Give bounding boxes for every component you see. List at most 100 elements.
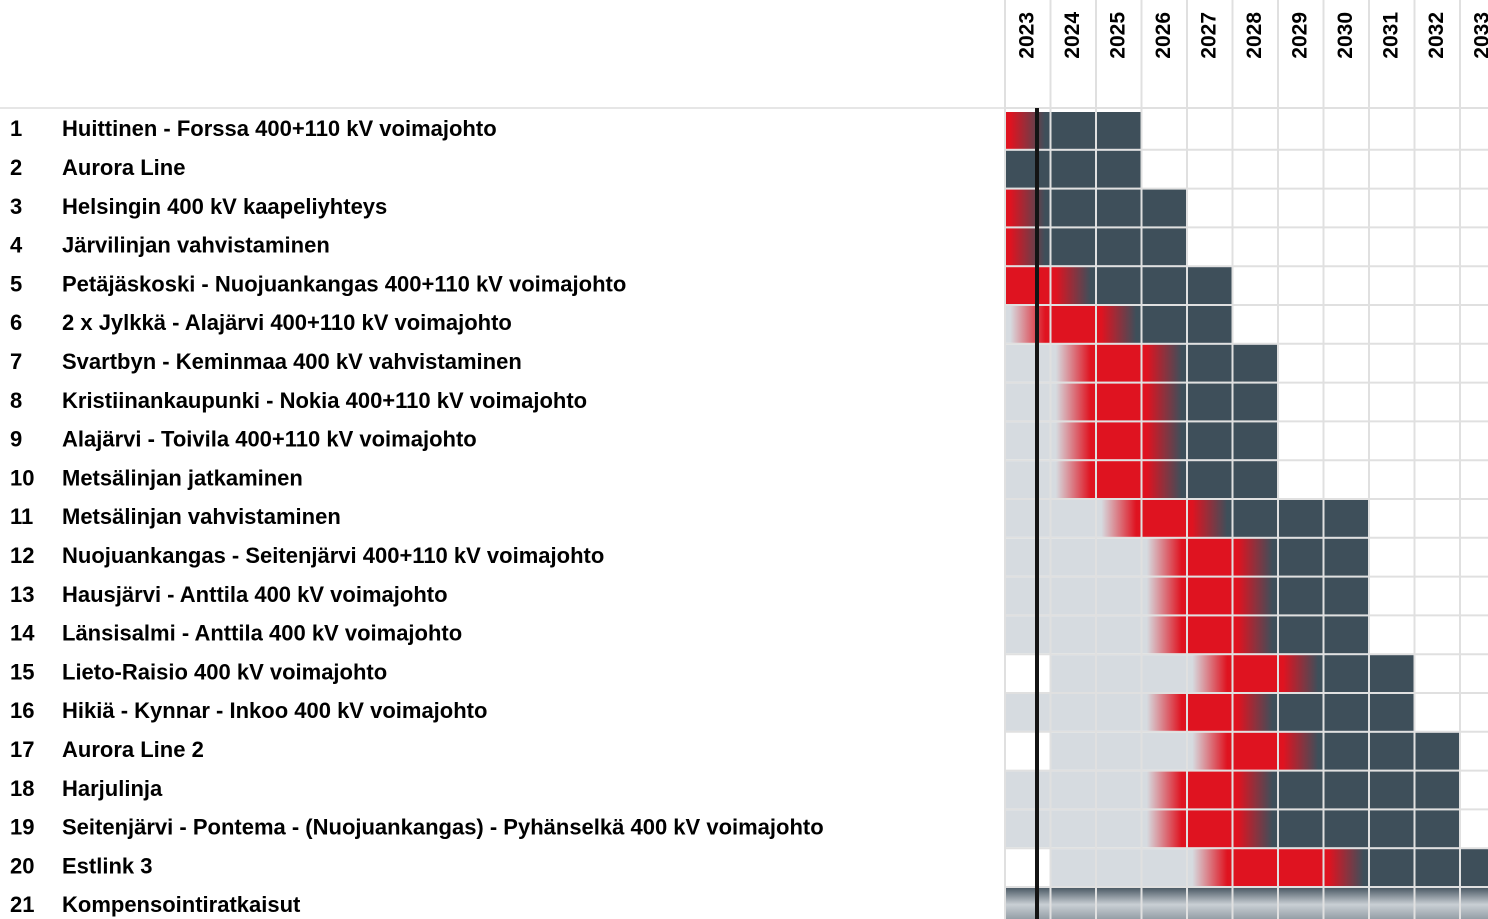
phase-cell <box>1233 655 1277 692</box>
row-number: 12 <box>10 543 34 568</box>
phase-cell <box>1097 383 1141 421</box>
phase-cell <box>1006 383 1050 421</box>
phase-cell <box>1051 422 1095 460</box>
phase-cell <box>1006 461 1050 498</box>
phase-cell <box>1051 655 1095 692</box>
row-number: 4 <box>10 233 23 258</box>
phase-cell <box>1279 849 1323 886</box>
phase-cell <box>1142 655 1186 692</box>
phase-cell <box>1142 771 1186 809</box>
phase-cell <box>1097 577 1141 615</box>
year-label: 2030 <box>1334 12 1357 59</box>
phase-cell <box>1279 771 1323 809</box>
phase-cell <box>1051 732 1095 770</box>
phase-cell <box>1188 383 1232 421</box>
year-label: 2026 <box>1152 12 1175 59</box>
phase-cell <box>1006 112 1050 149</box>
row-number: 16 <box>10 698 34 723</box>
phase-cell <box>1233 732 1277 770</box>
row-name: Harjulinja <box>62 776 163 801</box>
phase-cell <box>1006 694 1050 731</box>
phase-cell <box>1233 500 1277 537</box>
phase-cell <box>1051 267 1095 304</box>
row-name: Metsälinjan vahvistaminen <box>62 504 341 529</box>
year-label: 2027 <box>1197 12 1220 59</box>
phase-cell <box>1097 616 1141 654</box>
year-label: 2028 <box>1243 12 1266 59</box>
phase-cell <box>1051 344 1095 382</box>
phase-cell <box>1279 538 1323 576</box>
phase-cell <box>1006 888 1050 919</box>
phase-cell <box>1097 500 1141 537</box>
row-number: 8 <box>10 388 22 413</box>
phase-cell <box>1006 771 1050 809</box>
phase-cell <box>1370 655 1414 692</box>
phase-cell <box>1051 849 1095 886</box>
phase-cell <box>1233 849 1277 886</box>
phase-cell <box>1279 732 1323 770</box>
phase-cell <box>1006 500 1050 537</box>
row-name: Estlink 3 <box>62 853 152 878</box>
row-number: 1 <box>10 116 22 141</box>
phase-cell <box>1324 538 1368 576</box>
phase-cell <box>1051 500 1095 537</box>
phase-cell <box>1097 810 1141 848</box>
phase-cell <box>1415 771 1459 809</box>
phase-cell <box>1006 810 1050 848</box>
phase-cell <box>1279 655 1323 692</box>
phase-cell <box>1188 732 1232 770</box>
phase-cell <box>1188 500 1232 537</box>
row-name: Helsingin 400 kV kaapeliyhteys <box>62 194 387 219</box>
phase-cell <box>1006 228 1050 266</box>
phase-cell <box>1233 577 1277 615</box>
phase-cell <box>1324 732 1368 770</box>
phase-cell <box>1006 306 1050 343</box>
phase-cell <box>1097 732 1141 770</box>
phase-cell <box>1324 616 1368 654</box>
phase-cell <box>1370 771 1414 809</box>
row-number: 17 <box>10 737 34 762</box>
phase-cell <box>1006 344 1050 382</box>
phase-cell <box>1279 888 1323 919</box>
phase-cell <box>1324 888 1368 919</box>
row-number: 2 <box>10 155 22 180</box>
phase-cell <box>1188 616 1232 654</box>
phase-cell <box>1415 732 1459 770</box>
phase-cell <box>1188 694 1232 731</box>
phase-cell <box>1097 267 1141 304</box>
phase-cell <box>1279 810 1323 848</box>
phase-cell <box>1188 306 1232 343</box>
phase-cell <box>1188 461 1232 498</box>
phase-cell <box>1051 771 1095 809</box>
row-number: 7 <box>10 349 22 374</box>
phase-cell <box>1097 694 1141 731</box>
row-name: Aurora Line 2 <box>62 737 204 762</box>
phase-cell <box>1051 112 1095 149</box>
phase-cell <box>1142 422 1186 460</box>
phase-cell <box>1051 461 1095 498</box>
year-label: 2023 <box>1015 12 1038 59</box>
phase-cell <box>1097 888 1141 919</box>
year-label: 2032 <box>1425 12 1448 59</box>
phase-cell <box>1188 849 1232 886</box>
phase-cell <box>1097 112 1141 149</box>
phase-cell <box>1233 694 1277 731</box>
row-name: Petäjäskoski - Nuojuankangas 400+110 kV … <box>62 271 626 296</box>
phase-cell <box>1233 383 1277 421</box>
phase-cell <box>1324 655 1368 692</box>
phase-cell <box>1051 616 1095 654</box>
phase-cell <box>1097 344 1141 382</box>
phase-cell <box>1006 577 1050 615</box>
phase-cell <box>1233 344 1277 382</box>
phase-cell <box>1006 267 1050 304</box>
phase-cell <box>1279 500 1323 537</box>
phase-cell <box>1097 228 1141 266</box>
year-label: 2031 <box>1379 12 1402 59</box>
phase-cell <box>1097 655 1141 692</box>
year-label: 2033 <box>1470 12 1488 59</box>
phase-cell <box>1188 422 1232 460</box>
row-name: Alajärvi - Toivila 400+110 kV voimajohto <box>62 427 477 452</box>
phase-cell <box>1051 694 1095 731</box>
phase-cell <box>1097 422 1141 460</box>
